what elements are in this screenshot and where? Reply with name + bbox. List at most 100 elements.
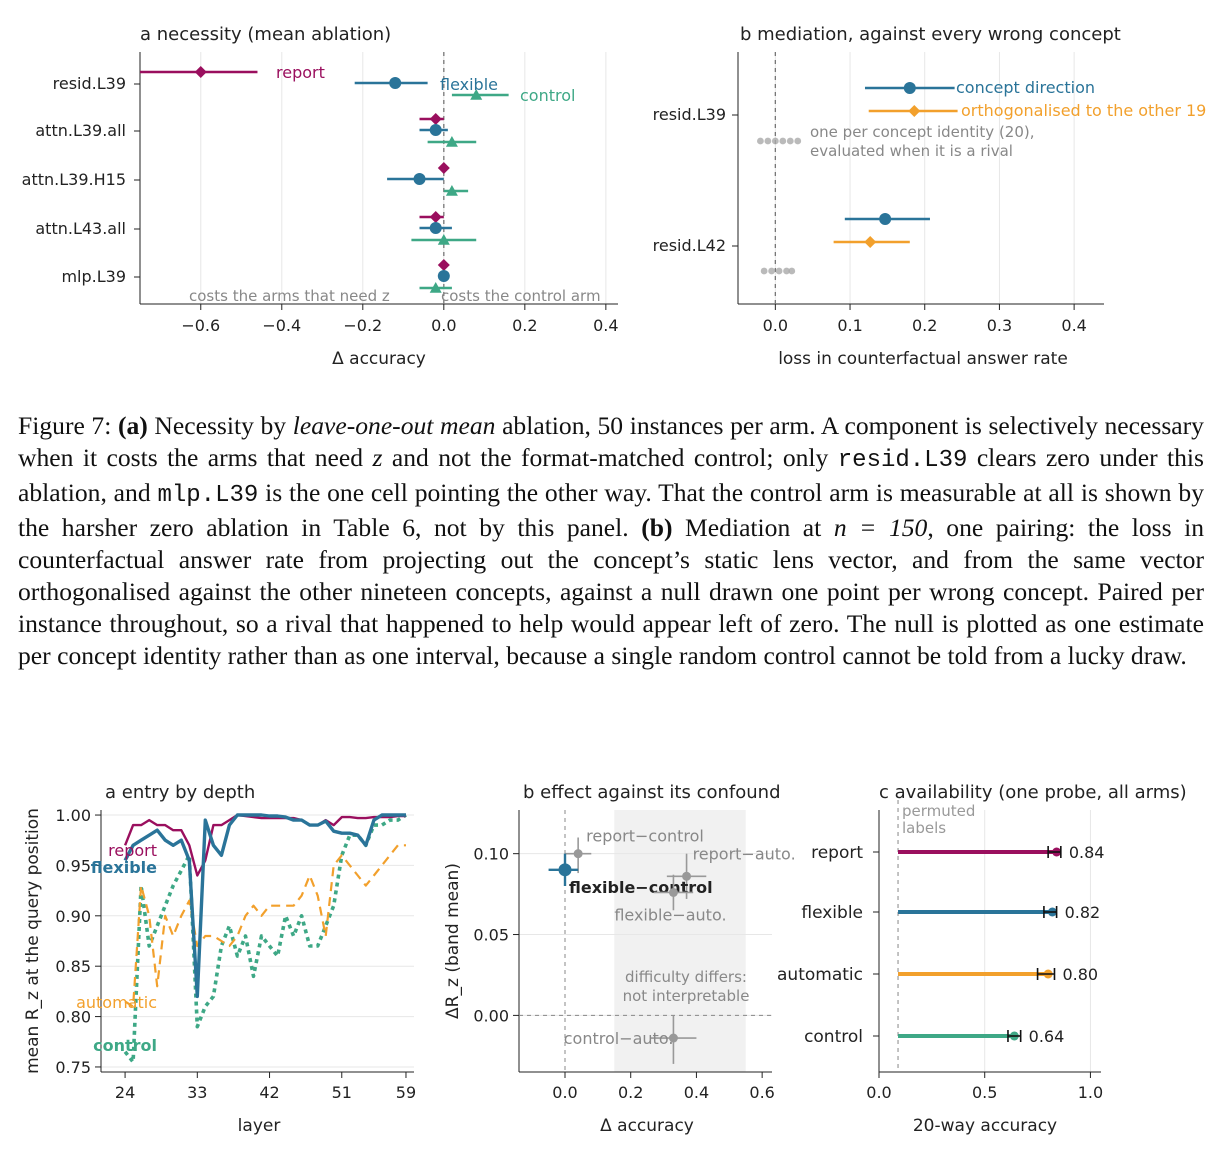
y-tick-label: 0.95 xyxy=(55,856,91,875)
line-label-report: report xyxy=(108,841,157,860)
x-tick-label: 0.0 xyxy=(552,1083,577,1102)
y-axis-label: ΔR_z (band mean) xyxy=(443,863,463,1019)
report-point xyxy=(437,259,450,271)
annotation-right: costs the control arm xyxy=(441,287,601,305)
legend-label-report: report xyxy=(276,63,325,82)
x-tick-label: 0.5 xyxy=(972,1083,997,1102)
null-point xyxy=(786,137,794,145)
value-label: 0.82 xyxy=(1065,903,1101,922)
value-label: 0.84 xyxy=(1069,843,1105,862)
caption-equation: n = 150 xyxy=(833,513,928,542)
caption-variable-z: z xyxy=(372,443,383,472)
panel-title: c availability (one probe, all arms) xyxy=(879,782,1187,803)
y-tick-label: report xyxy=(811,843,863,863)
null-point xyxy=(788,267,796,275)
caption-text: clears zero under this ablation, and xyxy=(18,443,1205,507)
x-tick-label: 0.2 xyxy=(512,316,537,335)
x-tick-label: 0.6 xyxy=(749,1083,774,1102)
null-point xyxy=(783,267,790,275)
x-axis-label: Δ accuracy xyxy=(332,349,426,369)
y-tick-label: 0.80 xyxy=(55,1008,91,1027)
y-tick-label: mlp.L39 xyxy=(61,267,126,286)
contrast-label: report−control xyxy=(586,827,704,846)
line-label-flexible: flexible xyxy=(91,858,157,877)
null-point xyxy=(771,137,779,145)
y-tick-label: 0.10 xyxy=(473,845,509,864)
x-tick-label: 0.0 xyxy=(431,316,456,335)
report-point xyxy=(194,66,207,78)
x-axis-label: 20-way accuracy xyxy=(913,1116,1057,1136)
contrast-label: control−auto. xyxy=(564,1029,674,1048)
y-tick-label: attn.L43.all xyxy=(35,219,126,238)
line-label-automatic: automatic xyxy=(76,993,157,1012)
panel-title: b mediation, against every wrong concept xyxy=(740,24,1121,45)
report-point xyxy=(429,211,442,223)
flexible-point xyxy=(429,124,442,136)
x-tick-label: 42 xyxy=(259,1083,279,1102)
x-tick-label: 1.0 xyxy=(1078,1083,1103,1102)
caption-code: resid.L39 xyxy=(837,447,968,474)
control-point xyxy=(437,234,450,245)
null-annotation-line2: evaluated when it is a rival xyxy=(810,142,1013,160)
shaded-annotation-line1: difficulty differs: xyxy=(625,968,747,986)
contrast-point xyxy=(668,1033,678,1043)
x-tick-label: 0.4 xyxy=(1061,316,1086,335)
line-label-control: control xyxy=(93,1036,157,1055)
x-tick-label: −0.4 xyxy=(262,316,301,335)
panel-8a-entry-by-depth: 0.75 0.80 0.85 0.90 0.95 1.00 24 33 42 51 59 report… xyxy=(23,782,416,1136)
x-tick-label: 0.0 xyxy=(866,1083,891,1102)
caption-text: is the one cell pointing the other way. … xyxy=(18,478,1204,542)
y-tick-label: 0.05 xyxy=(473,926,509,945)
null-point xyxy=(779,137,787,145)
line-automatic xyxy=(124,844,406,1008)
figure-8-plots: 0.75 0.80 0.85 0.90 0.95 1.00 24 33 42 51 59 report… xyxy=(23,782,1187,1136)
flexible-point xyxy=(389,77,402,89)
annotation-left: costs the arms that need z xyxy=(189,287,390,305)
x-tick-label: 24 xyxy=(115,1083,135,1102)
null-point xyxy=(768,267,776,275)
null-point xyxy=(760,267,768,275)
control-point xyxy=(470,89,483,100)
y-tick-label: 0.75 xyxy=(55,1058,91,1077)
panel-title: b effect against its confound xyxy=(523,782,781,803)
contrast-label: report−auto. xyxy=(693,844,796,863)
null-point xyxy=(775,267,783,275)
control-point xyxy=(445,185,458,196)
null-point xyxy=(764,137,772,145)
panel-7a-necessity: −0.6 −0.4 −0.2 0.0 0.2 0.4 resid.L39 attn.L39.a… xyxy=(22,24,619,369)
caption-figure-label: Figure 7: xyxy=(18,411,112,440)
figure-7-plots: −0.6 −0.4 −0.2 0.0 0.2 0.4 resid.L39 attn.L39.a… xyxy=(22,24,1207,369)
y-tick-label: 0.85 xyxy=(55,957,91,976)
report-point xyxy=(437,162,450,174)
caption-code: mlp.L39 xyxy=(157,482,259,509)
x-tick-label: 0.3 xyxy=(987,316,1012,335)
flexible-point xyxy=(429,222,442,234)
x-axis-label: loss in counterfactual answer rate xyxy=(778,349,1068,369)
y-tick-label: control xyxy=(804,1027,863,1047)
x-tick-label: −0.6 xyxy=(181,316,220,335)
legend-label-flexible: flexible xyxy=(440,75,498,94)
y-tick-label: attn.L39.all xyxy=(35,121,126,140)
contrast-label: flexible−control xyxy=(569,878,713,897)
contrast-point xyxy=(573,849,583,859)
shaded-annotation-line2: not interpretable xyxy=(623,987,750,1005)
value-label: 0.64 xyxy=(1029,1027,1065,1046)
x-tick-label: 0.2 xyxy=(912,316,937,335)
panel-7b-mediation: 0.0 0.1 0.2 0.3 0.4 resid.L39 resid.L42 concept… xyxy=(653,24,1207,369)
x-axis-label: layer xyxy=(238,1116,281,1136)
contrast-point xyxy=(668,887,678,897)
y-tick-label: attn.L39.H15 xyxy=(22,170,126,189)
contrast-point xyxy=(682,871,692,881)
x-tick-label: 0.4 xyxy=(684,1083,709,1102)
y-tick-label: resid.L42 xyxy=(653,236,726,255)
concept direction-point xyxy=(879,213,892,225)
null-point xyxy=(794,137,802,145)
y-tick-label: automatic xyxy=(777,965,863,985)
x-tick-label: −0.2 xyxy=(343,316,382,335)
report-point xyxy=(429,113,442,125)
x-tick-label: 0.1 xyxy=(837,316,862,335)
y-tick-label: flexible xyxy=(801,903,863,923)
caption-text: Necessity by xyxy=(154,411,287,440)
figure-7-caption: Figure 7: (a) Necessity by leave-one-out… xyxy=(18,410,1204,672)
